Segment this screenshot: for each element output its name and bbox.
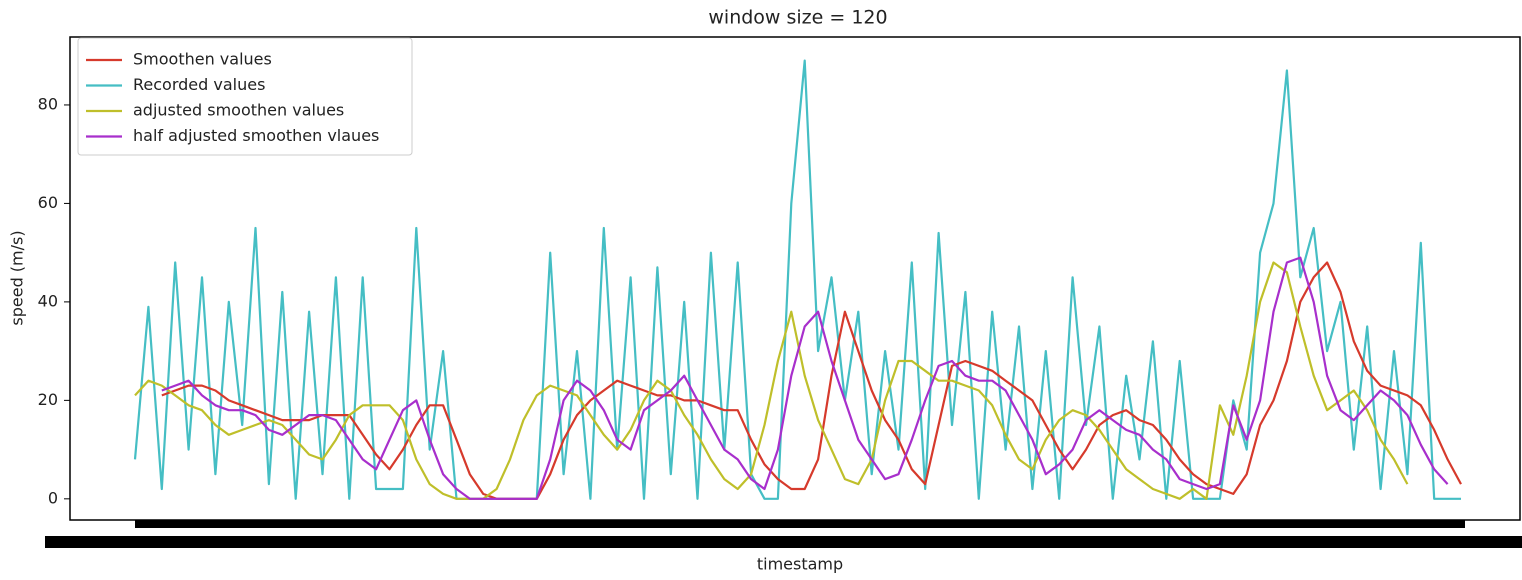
plot-area (133, 59, 1462, 500)
x-axis-label: timestamp (757, 555, 843, 574)
legend-box (77, 37, 413, 156)
legend-label: Recorded values (133, 75, 265, 94)
legend: Smoothen values Recorded values adjusted s… (77, 37, 413, 156)
y-tick-label: 80 (38, 94, 58, 113)
axes-frame (69, 36, 1521, 521)
y-tick-label: 0 (48, 488, 58, 507)
y-tick-label: 40 (38, 291, 58, 310)
chart-title: window size = 120 (708, 7, 887, 29)
y-tick-label: 20 (38, 390, 58, 409)
legend-label: adjusted smoothen values (133, 101, 344, 120)
y-axis-label: speed (m/s) (8, 230, 27, 325)
series-line (134, 261, 1409, 500)
series-line (161, 256, 1449, 500)
legend-label: half adjusted smoothen vlaues (133, 126, 379, 145)
y-tick-label: 60 (38, 193, 58, 212)
x-tick-smear (135, 520, 1465, 528)
legend-label: Smoothen values (133, 50, 272, 69)
x-tick-label-smear (45, 536, 1522, 548)
series-line (161, 261, 1462, 500)
